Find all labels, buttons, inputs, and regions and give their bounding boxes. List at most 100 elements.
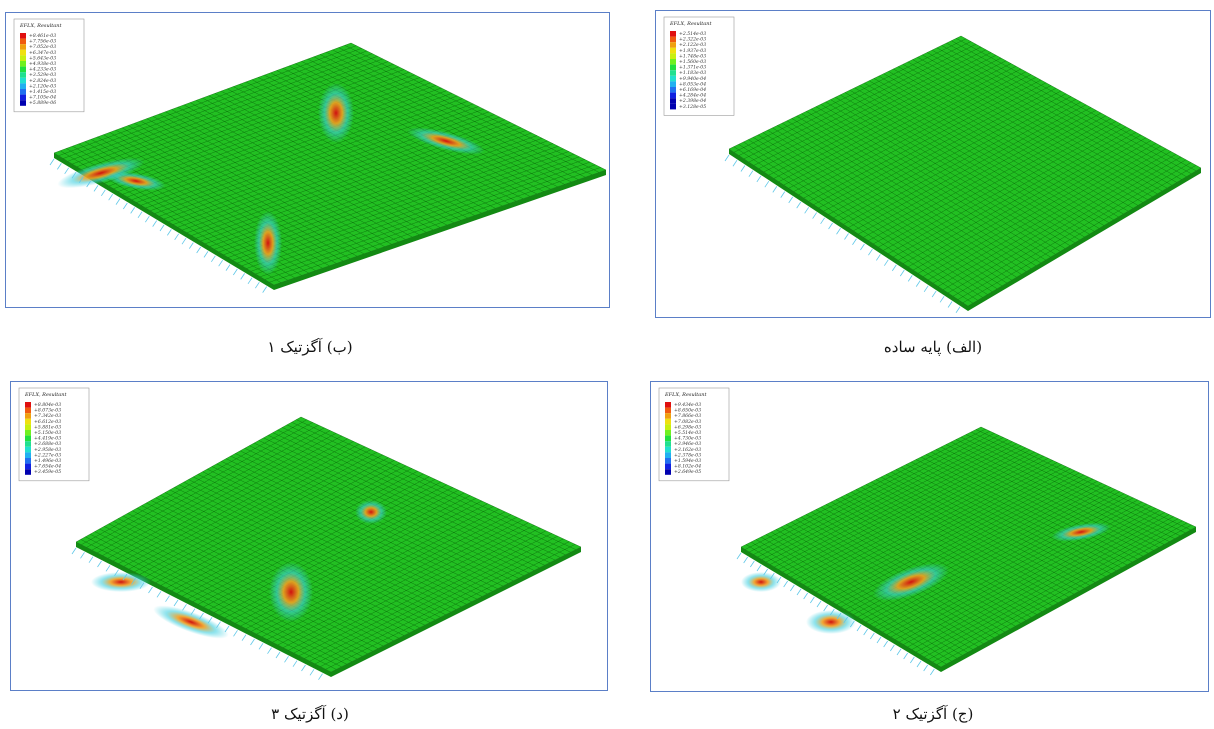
caption: (د) آگزتیک ۳: [160, 705, 460, 723]
flux-arrow: [248, 278, 252, 284]
flux-arrow: [101, 190, 105, 196]
flux-arrow: [813, 213, 817, 219]
flux-arrow: [757, 565, 761, 571]
legend-swatch: [670, 76, 676, 82]
hot-spot: [254, 211, 282, 275]
legend-value: +8.804e-03: [34, 402, 61, 408]
panel-image: EFLX, Resultant+9.434e-03+8.650e-03+7.86…: [651, 382, 1208, 691]
legend-swatch: [20, 39, 26, 45]
flux-arrow: [757, 176, 761, 182]
legend-value: +7.082e-03: [674, 419, 701, 425]
flux-arrow: [98, 561, 102, 567]
legend-title: EFLX, Resultant: [19, 23, 62, 29]
flux-arrow: [197, 247, 201, 253]
legend-value: +8.053e-04: [679, 81, 706, 87]
legend-value: +2.122e-03: [679, 42, 706, 48]
flux-arrow: [263, 287, 267, 293]
legend-swatch: [665, 452, 671, 458]
caption: (الف) پایه ساده: [783, 338, 1083, 356]
legend-title: EFLX, Resultant: [24, 392, 67, 398]
hot-spot: [269, 562, 313, 622]
legend-swatch: [670, 104, 676, 110]
flux-arrow: [276, 652, 280, 658]
flux-arrow: [153, 221, 157, 227]
flux-arrow: [797, 589, 801, 595]
flux-arrow: [219, 260, 223, 266]
flux-arrow: [924, 286, 928, 292]
flux-arrow: [255, 282, 259, 288]
legend-swatch: [670, 65, 676, 71]
fea-panel: EFLX, Resultant+8.461e-03+7.756e-03+7.05…: [5, 12, 610, 308]
legend-swatch: [670, 81, 676, 87]
legend-value: +6.298e-03: [674, 424, 701, 430]
legend-swatch: [20, 100, 26, 106]
legend-value: +6.347e-03: [29, 50, 56, 56]
flux-arrow: [784, 581, 788, 587]
flux-arrow: [805, 207, 809, 213]
flux-arrow: [924, 665, 928, 671]
flux-arrow: [956, 307, 960, 313]
legend-value: +8.102e-04: [674, 464, 701, 470]
legend-swatch: [670, 37, 676, 43]
flux-arrow: [797, 202, 801, 208]
legend-value: +4.730e-03: [674, 436, 701, 442]
legend-swatch: [665, 424, 671, 430]
flux-arrow: [72, 548, 76, 554]
legend-value: +7.105e-04: [29, 95, 56, 101]
legend-swatch: [25, 447, 31, 453]
flux-arrow: [57, 163, 61, 169]
flux-arrow: [175, 234, 179, 240]
legend-swatch: [20, 95, 26, 101]
flux-arrow: [293, 661, 297, 667]
legend-value: +2.514e-03: [679, 31, 706, 37]
flux-arrow: [749, 171, 753, 177]
legend-value: +1.496e-03: [34, 458, 61, 464]
flux-arrow: [149, 587, 153, 593]
flux-arrow: [765, 181, 769, 187]
legend-swatch: [665, 419, 671, 425]
flux-arrow: [259, 643, 263, 649]
legend-swatch: [670, 93, 676, 99]
hot-spot: [91, 572, 151, 592]
legend-value: +2.398e-04: [679, 98, 706, 104]
legend-value: +2.227e-03: [34, 452, 61, 458]
legend-swatch: [20, 67, 26, 73]
legend-value: +7.654e-04: [34, 464, 61, 470]
legend-swatch: [665, 430, 671, 436]
legend-value: +5.881e-03: [34, 424, 61, 430]
flux-arrow: [781, 192, 785, 198]
legend-value: +2.649e-05: [674, 469, 701, 475]
legend-title: EFLX, Resultant: [669, 21, 712, 27]
flux-arrow: [877, 637, 881, 643]
flux-arrow: [123, 203, 127, 209]
flux-arrow: [864, 629, 868, 635]
legend-swatch: [665, 402, 671, 408]
fea-panel: EFLX, Resultant+8.804e-03+8.073e-03+7.34…: [10, 381, 608, 691]
legend-value: +3.459e-05: [34, 469, 61, 475]
hot-spot: [355, 500, 387, 524]
panel-image: EFLX, Resultant+8.461e-03+7.756e-03+7.05…: [6, 13, 609, 307]
flux-arrow: [897, 649, 901, 655]
legend-value: +9.940e-04: [679, 76, 706, 82]
legend-swatch: [670, 59, 676, 65]
legend-value: +1.594e-03: [674, 458, 701, 464]
legend-value: +7.756e-03: [29, 39, 56, 45]
flux-arrow: [908, 275, 912, 281]
flux-arrow: [733, 160, 737, 166]
legend-swatch: [665, 464, 671, 470]
flux-arrow: [837, 228, 841, 234]
fea-panel: EFLX, Resultant+2.514e-03+2.322e-03+2.12…: [655, 10, 1211, 318]
legend-swatch: [25, 413, 31, 419]
legend-swatch: [25, 436, 31, 442]
legend-value: +4.419e-03: [34, 436, 61, 442]
flux-arrow: [821, 218, 825, 224]
flux-arrow: [166, 596, 170, 602]
flux-arrow: [948, 302, 952, 308]
legend-swatch: [20, 55, 26, 61]
flux-arrow: [310, 669, 314, 675]
legend-swatch: [25, 419, 31, 425]
legend-value: +7.342e-03: [34, 413, 61, 419]
flux-arrow: [930, 669, 934, 675]
legend-swatch: [670, 87, 676, 93]
flux-arrow: [940, 296, 944, 302]
